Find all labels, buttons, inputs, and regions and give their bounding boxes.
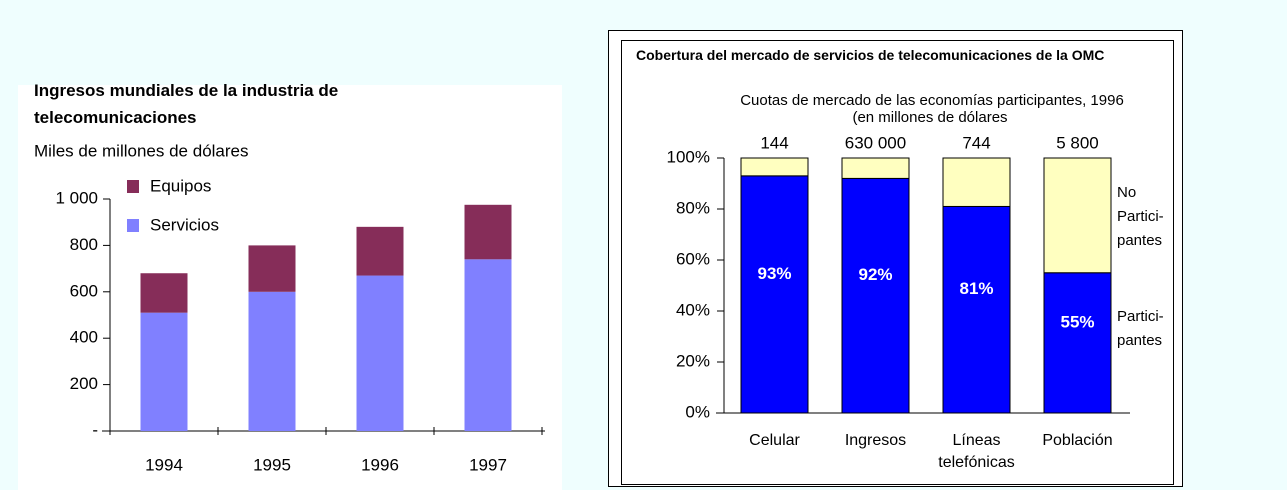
x-tick-label-box: Líneas telefónicas: [938, 432, 1015, 471]
chart-title: Cobertura del mercado de servicios de te…: [636, 48, 1105, 63]
y-tick-label: 800: [70, 235, 98, 254]
right-panel-inner: [621, 40, 1174, 485]
legend-label-box: No Partici-pantes: [1117, 184, 1164, 249]
y-tick-label: 100%: [667, 147, 710, 166]
y-tick-label: 60%: [676, 249, 710, 268]
legend-label-box: Partici-pantes: [1117, 308, 1164, 349]
bar-segment: [464, 259, 512, 431]
x-tick-label: 1994: [145, 455, 183, 474]
data-label: 93%: [757, 264, 791, 283]
y-tick-label: -: [92, 420, 98, 439]
legend-label: Equipos: [150, 176, 211, 195]
bar-segment: [248, 291, 296, 431]
bar-segment: [841, 157, 910, 179]
bar-segment: [140, 312, 188, 431]
chart-subtitle: Miles de millones de dólares: [34, 141, 249, 160]
y-tick-label: 40%: [676, 300, 710, 319]
x-tick-label: 1995: [253, 455, 291, 474]
y-tick-label: 0%: [685, 402, 710, 421]
y-tick-label: 80%: [676, 198, 710, 217]
legend-label: No Partici-pantes: [1117, 184, 1164, 249]
bar-segment: [356, 275, 404, 431]
y-tick-label: 200: [70, 374, 98, 393]
bar-segment: [140, 273, 188, 313]
chart-title-box: Cobertura del mercado de servicios de te…: [636, 48, 1105, 63]
x-tick-label-box: Ingresos: [844, 432, 907, 449]
bar-top-label: 5 800: [1056, 133, 1099, 152]
bar-top-label: 144: [760, 133, 788, 152]
bar-segment: [356, 226, 404, 276]
chart-subtitle: (en millones de dólares: [852, 109, 1007, 126]
bar-top-label: 744: [962, 133, 990, 152]
bar-segment: [464, 204, 512, 260]
chart-title-box: Ingresos mundiales de la industria de te…: [34, 81, 339, 127]
y-tick-label: 400: [70, 328, 98, 347]
bar-segment: [841, 177, 910, 414]
legend-swatch: [127, 219, 139, 232]
legend-label: Partici-pantes: [1117, 308, 1164, 349]
legend-label: Servicios: [150, 215, 219, 234]
chart-title: Ingresos mundiales de la industria de te…: [34, 81, 339, 127]
legend-swatch: [127, 180, 139, 193]
data-label: 81%: [959, 279, 993, 298]
x-tick-label: Ingresos: [844, 432, 907, 449]
x-tick-label: Líneas telefónicas: [938, 432, 1015, 471]
y-tick-label: 1 000: [55, 188, 98, 207]
y-tick-label: 600: [70, 281, 98, 300]
x-tick-label-box: Población: [1042, 432, 1113, 449]
chart-subtitle: Cuotas de mercado de las economías parti…: [740, 92, 1124, 109]
x-tick-label: 1997: [469, 455, 507, 474]
bar-segment: [248, 245, 296, 292]
bar-segment: [740, 157, 809, 177]
x-tick-label: Población: [1042, 432, 1113, 449]
x-tick-label: Celular: [749, 432, 800, 449]
data-label: 55%: [1060, 312, 1094, 331]
x-tick-label: 1996: [361, 455, 399, 474]
y-tick-label: 20%: [676, 351, 710, 370]
bar-segment: [942, 205, 1011, 414]
bar-segment: [740, 175, 809, 414]
bar-segment: [942, 157, 1011, 207]
x-tick-label-box: Celular: [749, 432, 800, 449]
bar-top-label: 630 000: [845, 133, 906, 152]
bar-segment: [1043, 157, 1112, 274]
bar-segment: [1043, 272, 1112, 414]
data-label: 92%: [858, 265, 892, 284]
